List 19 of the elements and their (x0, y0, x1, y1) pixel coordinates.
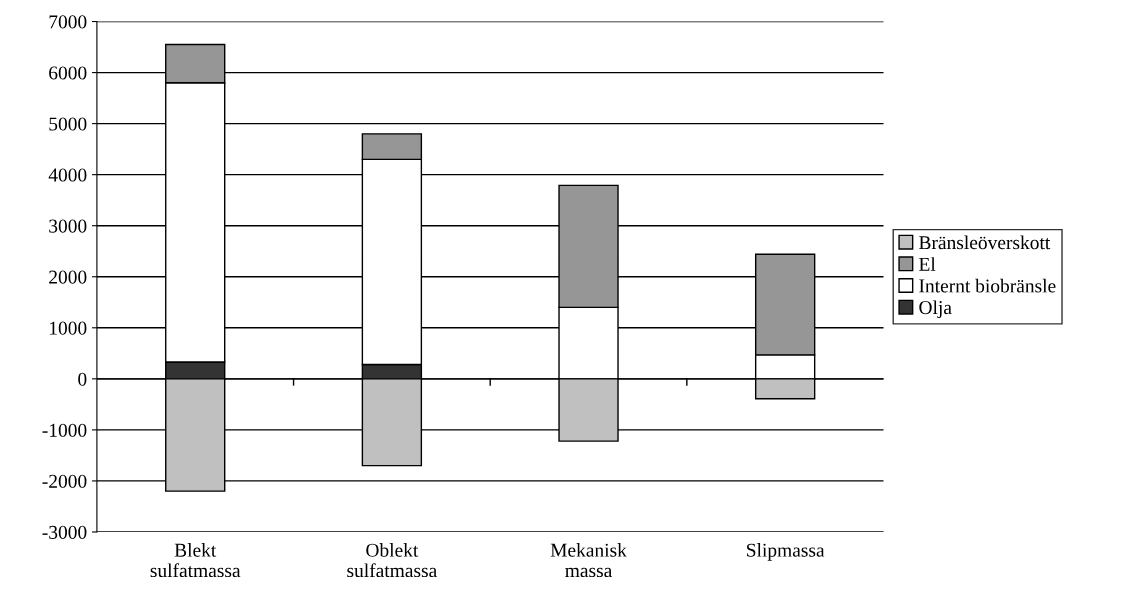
y-tick-label: 0 (78, 372, 87, 386)
legend-label: Internt biobränsle (919, 278, 1056, 293)
x-tick-label: Oblekt sulfatmassa (347, 543, 437, 578)
legend-label: El (919, 257, 936, 271)
legend-label: Olja (919, 300, 952, 319)
x-tick-label: Mekanisk massa (550, 543, 627, 578)
y-tick-label: -2000 (42, 474, 87, 488)
legend-label: Bränsleöverskott (919, 235, 1051, 250)
y-tick-label: -1000 (42, 423, 87, 437)
y-tick-label: 3000 (49, 219, 87, 233)
x-tick-label: Slipmassa (747, 543, 825, 561)
y-tick-label: 5000 (49, 117, 87, 131)
y-tick-label: -3000 (42, 525, 87, 539)
y-tick-label: 4000 (48, 168, 87, 182)
y-tick-label: 1000 (50, 321, 87, 335)
x-tick-label: Blekt sulfatmassa (150, 543, 241, 578)
y-tick-label: 7000 (49, 15, 87, 29)
y-tick-label: 6000 (49, 66, 87, 80)
y-tick-label: 2000 (49, 270, 87, 284)
